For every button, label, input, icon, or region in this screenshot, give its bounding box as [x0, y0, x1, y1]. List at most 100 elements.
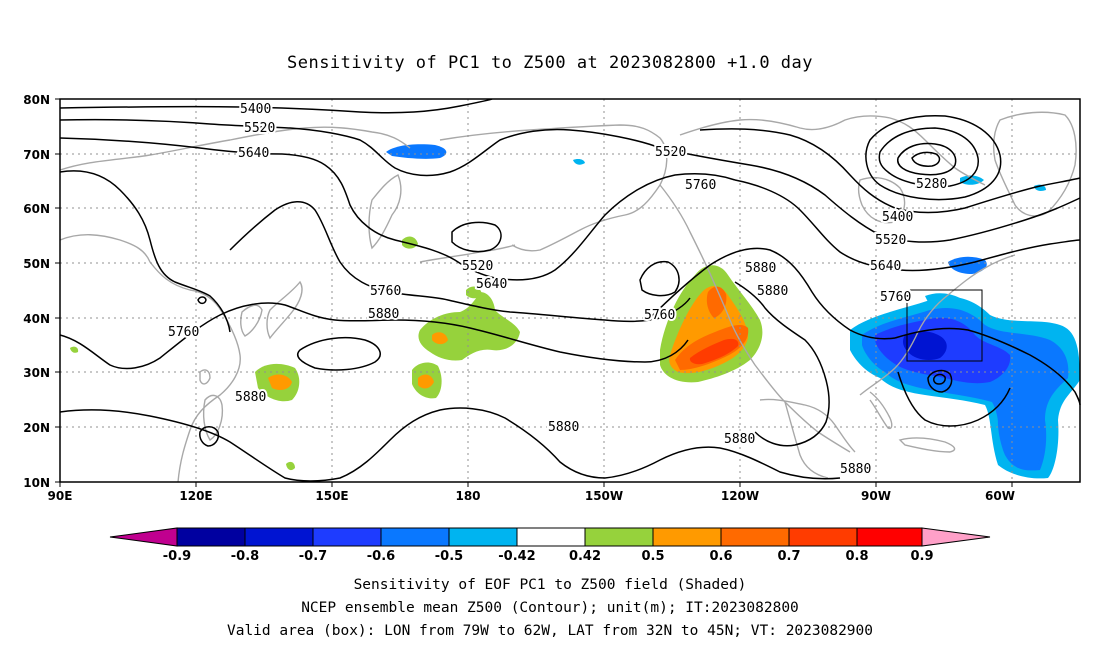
contour-label: 5760: [644, 308, 675, 323]
contour-5040-low: [911, 151, 941, 167]
colorbar-label: -0.42: [498, 549, 535, 564]
colorbar-swatch: [788, 527, 858, 547]
colorbar-label: -0.7: [299, 549, 327, 564]
z500-contours: [59, 98, 1081, 482]
lat-label: 70N: [23, 148, 50, 162]
colorbar-swatch: [652, 527, 722, 547]
contour-label: 5640: [870, 259, 901, 274]
contour-label: 5520: [462, 259, 493, 274]
coast-asia-north: [59, 126, 411, 171]
coast-gulf: [759, 398, 856, 453]
lon-label: 90W: [861, 489, 891, 503]
contour-5640-west: [59, 137, 736, 281]
contour-5760-high: [639, 260, 680, 297]
contour-label: 5400: [882, 210, 913, 225]
positive-shade-core: [689, 338, 739, 365]
colorbar-swatch: [380, 527, 450, 547]
negative-shade-arctic: [386, 144, 447, 159]
lon-label: 150W: [585, 489, 623, 503]
contour-label: 5760: [685, 178, 716, 193]
lat-label: 50N: [23, 257, 50, 271]
colorbar-label: 0.8: [845, 549, 868, 564]
contour-label: 5880: [548, 420, 579, 435]
contour-label: 5880: [724, 432, 755, 447]
lon-label: 150E: [315, 489, 348, 503]
lat-ticks: [55, 98, 60, 483]
lat-label: 40N: [23, 312, 50, 326]
positive-shade-ridge: [706, 286, 727, 318]
coast-kamchatka: [368, 174, 402, 250]
contour-5880-south: [59, 407, 841, 482]
lon-label: 60W: [985, 489, 1015, 503]
caption-line-1: Sensitivity of EOF PC1 to Z500 field (Sh…: [354, 577, 747, 593]
colorbar-swatch: [312, 527, 382, 547]
lat-label: 60N: [23, 202, 50, 216]
colorbar-label: 0.7: [777, 549, 800, 564]
lat-label-group: 80N 70N 60N 50N 40N 30N 20N 10N: [23, 93, 50, 490]
coast-taiwan: [199, 369, 211, 385]
contour-5880-main: [59, 302, 689, 370]
colorbar-swatch: [584, 527, 654, 547]
contour-label: 5520: [875, 233, 906, 248]
colorbar-label: 0.6: [709, 549, 732, 564]
negative-shade-arctic-2: [960, 175, 984, 185]
contour-5160-low: [897, 142, 957, 176]
colorbar-swatch: [109, 527, 178, 547]
lat-label: 20N: [23, 421, 50, 435]
valid-area-box: [906, 289, 983, 362]
contour-label: 5880: [745, 261, 776, 276]
contour-5880-atlantic: [894, 327, 1081, 406]
colorbar-label: 0.5: [641, 549, 664, 564]
contour-label: 5760: [880, 290, 911, 305]
contour-ring-small: [197, 296, 207, 305]
lon-label-group: 90E 120E 150E 180 150W 120W 90W 60W: [48, 489, 1015, 503]
negative-shade-core: [903, 331, 947, 360]
contour-5520-ring: [451, 221, 502, 253]
coast-cuba: [898, 437, 956, 453]
coastlines: [59, 111, 1077, 483]
lon-label: 90E: [48, 489, 73, 503]
coast-na-east: [859, 254, 1016, 396]
positive-shade-dot-3: [286, 461, 295, 471]
coast-canada-north: [679, 115, 986, 186]
contour-label: 5760: [370, 284, 401, 299]
contour-hurricane-ring-1: [927, 369, 953, 393]
caption: Sensitivity of EOF PC1 to Z500 field (Sh…: [227, 577, 873, 639]
colorbar: -0.9 -0.8 -0.7 -0.6 -0.5 -0.42 0.42 0.5 …: [109, 527, 991, 564]
contour-label: 5880: [840, 462, 871, 477]
positive-shade-dot-1: [402, 236, 418, 249]
colorbar-swatch: [516, 527, 586, 547]
contour-label-group: 5400 5520 5640 5520 5760 5280 5400 5520 …: [166, 100, 949, 479]
contour-label: 5520: [655, 145, 686, 160]
contour-5520-east: [659, 147, 1081, 243]
colorbar-swatch: [448, 527, 518, 547]
colorbar-swatch: [921, 527, 991, 547]
contour-label: 5520: [244, 121, 275, 136]
contour-5760-east: [649, 247, 896, 340]
negative-shade-south: [997, 403, 1043, 471]
positive-shade-pacific-2-core: [418, 374, 434, 389]
colorbar-swatch: [176, 527, 246, 547]
contour-ring-sw: [199, 426, 220, 447]
coast-philippines: [202, 394, 224, 441]
coast-florida: [869, 391, 893, 430]
lon-label: 120E: [179, 489, 212, 503]
colorbar-label: 0.42: [569, 549, 601, 564]
positive-shade-pacific-3-core: [268, 374, 292, 390]
coast-korea: [240, 304, 263, 337]
contour-label: 5760: [168, 325, 199, 340]
coast-na-west: [659, 184, 851, 453]
lon-label: 180: [455, 489, 480, 503]
coast-alaska: [439, 124, 668, 252]
lon-ticks: [59, 482, 1013, 487]
map-panel: 5400 5520 5640 5520 5760 5280 5400 5520 …: [23, 93, 1081, 503]
positive-shade-dot-4: [70, 346, 79, 353]
contour-label: 5640: [476, 277, 507, 292]
positive-shade-dot-2: [466, 286, 482, 299]
coast-mexico: [784, 401, 829, 479]
contour-5400-east: [699, 128, 1081, 214]
contour-5280-low: [878, 127, 979, 188]
caption-line-2: NCEP ensemble mean Z500 (Contour); unit(…: [301, 600, 799, 616]
contour-5880-low-ring: [296, 336, 381, 371]
